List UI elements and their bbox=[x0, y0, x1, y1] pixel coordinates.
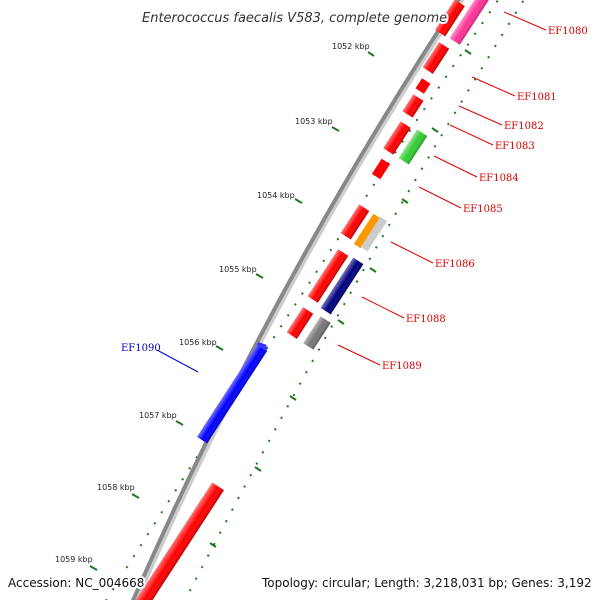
gene-label-ef1086[interactable]: EF1086 bbox=[435, 259, 475, 270]
leader-line bbox=[471, 76, 516, 97]
gene-ef1086-red[interactable] bbox=[340, 204, 370, 240]
tick-mark bbox=[337, 319, 345, 325]
gene-ef1081[interactable] bbox=[422, 42, 450, 74]
gene-ef1088[interactable] bbox=[320, 257, 364, 315]
tick-label: 1056 kbp bbox=[179, 338, 217, 347]
gene-label-ef1088[interactable]: EF1088 bbox=[406, 314, 446, 325]
gene-label-ef1082[interactable]: EF1082 bbox=[504, 121, 544, 132]
gene-label-ef1085[interactable]: EF1085 bbox=[463, 204, 503, 215]
tick-label: 1052 kbp bbox=[332, 42, 370, 51]
gene-label-ef1089[interactable]: EF1089 bbox=[382, 361, 422, 372]
tick-label: 1053 kbp bbox=[295, 117, 333, 126]
gene-ef1085[interactable] bbox=[371, 158, 391, 180]
genome-backbone-shadow bbox=[131, 0, 465, 600]
gene-ef1083[interactable] bbox=[402, 94, 424, 118]
tick-mark bbox=[431, 127, 439, 133]
tick-mark bbox=[367, 51, 375, 57]
tick-label: 1055 kbp bbox=[219, 265, 257, 274]
gene-ef1086[interactable] bbox=[353, 213, 381, 249]
tick-mark bbox=[289, 395, 297, 401]
tick-mark bbox=[255, 273, 264, 279]
leader-line bbox=[390, 241, 434, 264]
gene-ef1080[interactable] bbox=[449, 0, 491, 45]
tick-mark bbox=[464, 49, 472, 55]
gene-label-ef1084[interactable]: EF1084 bbox=[479, 173, 519, 184]
leader-line bbox=[458, 105, 503, 126]
tick-mark bbox=[89, 565, 98, 571]
tick-mark bbox=[131, 493, 140, 499]
tick-mark bbox=[209, 542, 217, 548]
tick-ring-inner bbox=[184, 0, 525, 600]
tick-mark bbox=[215, 345, 224, 351]
leader-line-ef1090 bbox=[156, 349, 199, 373]
leader-line bbox=[433, 155, 478, 178]
gene-label-ef1090[interactable]: EF1090 bbox=[121, 343, 161, 354]
leader-line bbox=[449, 124, 494, 146]
gene-label-ef1083[interactable]: EF1083 bbox=[495, 141, 535, 152]
major-ticks bbox=[89, 49, 472, 571]
gene-ef1089[interactable] bbox=[303, 316, 331, 350]
gene-ef1084[interactable] bbox=[398, 129, 428, 165]
tick-mark bbox=[331, 126, 340, 132]
gene-ef1082[interactable] bbox=[415, 78, 431, 94]
genome-backbone bbox=[131, 0, 461, 600]
label-leaders bbox=[337, 11, 547, 366]
topology-text: Topology: circular; Length: 3,218,031 bp… bbox=[261, 576, 592, 590]
map-title: Enterococcus faecalis V583, complete gen… bbox=[142, 11, 447, 26]
tick-mark bbox=[401, 198, 409, 204]
gene-red-bottom[interactable] bbox=[136, 482, 224, 600]
tick-ring-outer bbox=[105, 0, 500, 600]
tick-label: 1059 kbp bbox=[55, 555, 93, 564]
gene-ef1090[interactable] bbox=[197, 340, 270, 444]
accession-text: Accession: NC_004668 bbox=[8, 576, 144, 590]
leader-line bbox=[361, 296, 405, 319]
gene-ef1088-red[interactable] bbox=[307, 249, 349, 303]
gene-ef1089-red[interactable] bbox=[286, 307, 314, 339]
gene-ef1084-red[interactable] bbox=[383, 121, 411, 155]
tick-mark bbox=[294, 198, 303, 204]
gene-label-ef1080[interactable]: EF1080 bbox=[548, 26, 588, 37]
tick-mark bbox=[175, 420, 184, 426]
tick-label: 1058 kbp bbox=[97, 483, 135, 492]
gene-label-ef1081[interactable]: EF1081 bbox=[517, 92, 557, 103]
gene-ef1086-grey[interactable] bbox=[360, 216, 388, 252]
tick-label: 1054 kbp bbox=[257, 191, 295, 200]
leader-line bbox=[337, 344, 381, 366]
tick-label: 1057 kbp bbox=[139, 411, 177, 420]
tick-mark bbox=[254, 466, 262, 472]
gene-ef1080-red[interactable] bbox=[435, 0, 465, 37]
leader-line bbox=[503, 11, 547, 31]
tick-mark bbox=[369, 267, 377, 273]
leader-line bbox=[418, 186, 462, 209]
